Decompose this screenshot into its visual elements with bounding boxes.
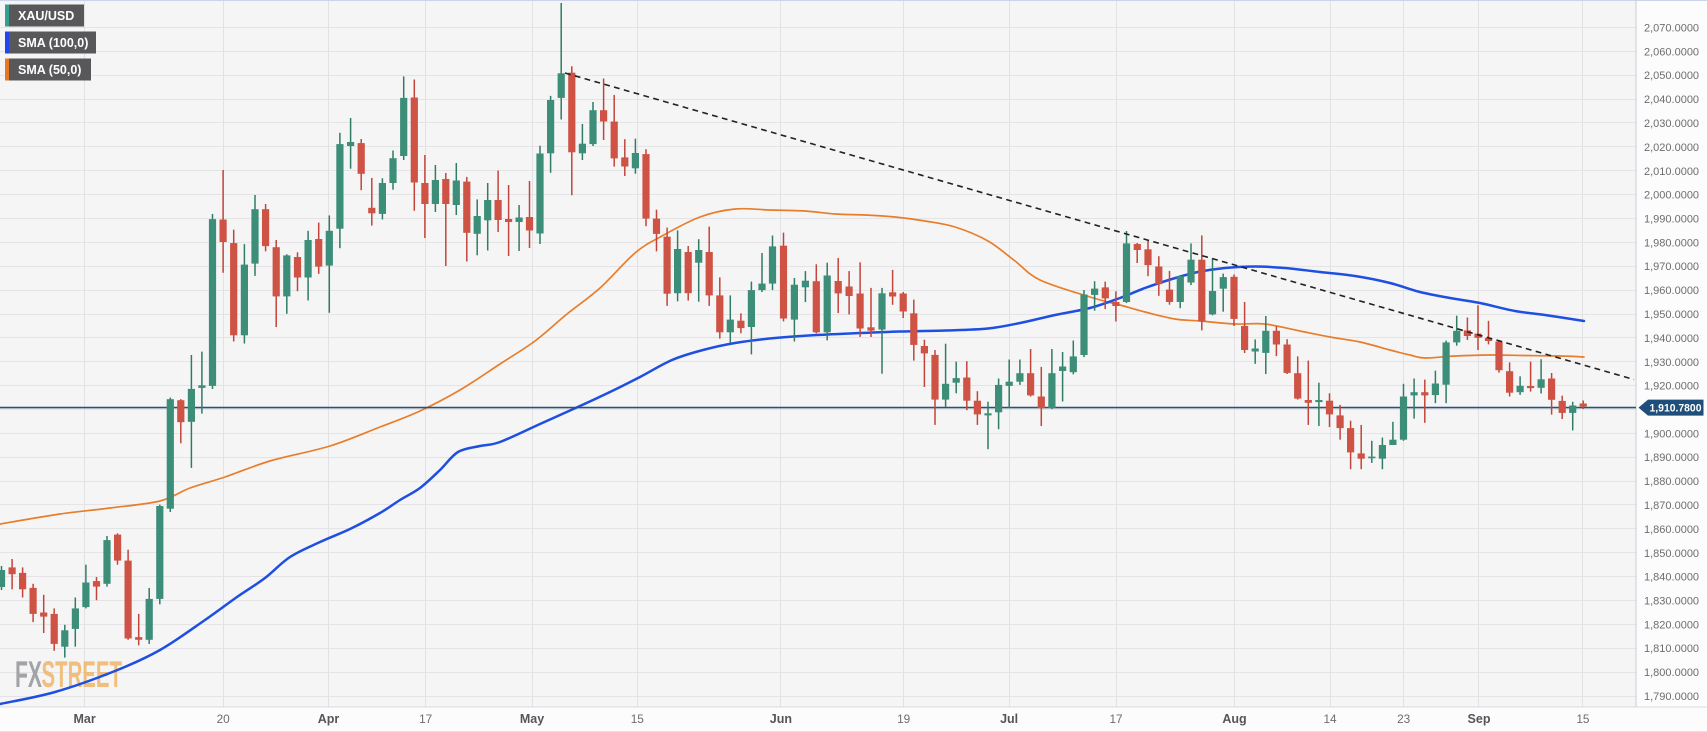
svg-text:1,940.0000: 1,940.0000 — [1644, 333, 1699, 345]
svg-text:15: 15 — [1576, 712, 1590, 726]
svg-text:1,890.0000: 1,890.0000 — [1644, 452, 1699, 464]
svg-text:2,010.0000: 2,010.0000 — [1644, 166, 1699, 178]
svg-text:2,000.0000: 2,000.0000 — [1644, 190, 1699, 202]
svg-text:STREET: STREET — [42, 654, 123, 695]
svg-text:May: May — [520, 712, 544, 726]
svg-text:1,850.0000: 1,850.0000 — [1644, 548, 1699, 560]
svg-text:1,900.0000: 1,900.0000 — [1644, 428, 1699, 440]
svg-text:1,970.0000: 1,970.0000 — [1644, 261, 1699, 273]
svg-text:2,020.0000: 2,020.0000 — [1644, 142, 1699, 154]
svg-text:1,830.0000: 1,830.0000 — [1644, 596, 1699, 608]
svg-text:1,910.7800: 1,910.7800 — [1650, 403, 1702, 415]
svg-text:1,960.0000: 1,960.0000 — [1644, 285, 1699, 297]
svg-text:Mar: Mar — [73, 712, 95, 726]
svg-text:1,950.0000: 1,950.0000 — [1644, 309, 1699, 321]
svg-text:1,840.0000: 1,840.0000 — [1644, 572, 1699, 584]
svg-text:1,820.0000: 1,820.0000 — [1644, 619, 1699, 631]
svg-text:2,030.0000: 2,030.0000 — [1644, 118, 1699, 130]
svg-text:14: 14 — [1323, 712, 1337, 726]
svg-text:2,060.0000: 2,060.0000 — [1644, 46, 1699, 58]
svg-text:SMA (50,0): SMA (50,0) — [18, 63, 81, 77]
svg-text:1,810.0000: 1,810.0000 — [1644, 643, 1699, 655]
svg-text:1,980.0000: 1,980.0000 — [1644, 237, 1699, 249]
svg-text:17: 17 — [1109, 712, 1122, 726]
svg-text:2,050.0000: 2,050.0000 — [1644, 70, 1699, 82]
svg-text:2,040.0000: 2,040.0000 — [1644, 94, 1699, 106]
svg-text:17: 17 — [419, 712, 432, 726]
svg-text:1,800.0000: 1,800.0000 — [1644, 667, 1699, 679]
svg-text:20: 20 — [217, 712, 231, 726]
svg-text:1,870.0000: 1,870.0000 — [1644, 500, 1699, 512]
svg-text:Jun: Jun — [770, 712, 792, 726]
svg-text:23: 23 — [1397, 712, 1411, 726]
svg-text:1,990.0000: 1,990.0000 — [1644, 214, 1699, 226]
svg-text:Aug: Aug — [1222, 712, 1246, 726]
svg-text:19: 19 — [897, 712, 910, 726]
svg-text:XAU/USD: XAU/USD — [18, 9, 74, 23]
svg-text:Apr: Apr — [318, 712, 340, 726]
svg-text:1,880.0000: 1,880.0000 — [1644, 476, 1699, 488]
svg-text:Jul: Jul — [1000, 712, 1018, 726]
svg-text:15: 15 — [631, 712, 645, 726]
svg-text:1,790.0000: 1,790.0000 — [1644, 691, 1699, 703]
svg-text:2,070.0000: 2,070.0000 — [1644, 23, 1699, 35]
svg-text:1,920.0000: 1,920.0000 — [1644, 381, 1699, 393]
svg-text:SMA (100,0): SMA (100,0) — [18, 36, 88, 50]
svg-text:Sep: Sep — [1468, 712, 1491, 726]
svg-text:1,930.0000: 1,930.0000 — [1644, 357, 1699, 369]
svg-text:FX: FX — [15, 654, 42, 695]
svg-text:1,860.0000: 1,860.0000 — [1644, 524, 1699, 536]
